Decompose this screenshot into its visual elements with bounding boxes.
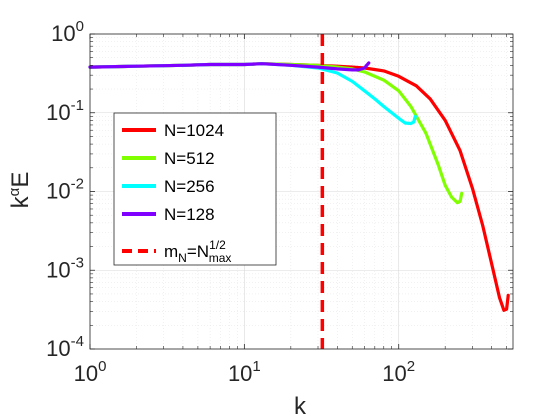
y-tick-label: 10-4 (46, 333, 84, 361)
y-tick-label: 10-3 (46, 254, 84, 282)
y-tick-label: 100 (51, 18, 84, 46)
y-axis-label: kαE (6, 172, 34, 209)
x-tick-label: 102 (382, 358, 415, 386)
legend-label: N=512 (164, 149, 215, 168)
y-tick-label: 10-2 (46, 176, 84, 204)
series-line (88, 61, 371, 72)
x-tick-label: 100 (74, 358, 107, 386)
legend: N=1024 N=512 N=256 N=128 mN=N1/2 max (113, 112, 277, 266)
legend-box (113, 112, 277, 266)
y-tick-labels: 100 10-1 10-2 10-3 10-4 (46, 18, 84, 361)
legend-vline-label: mN=N1/2 max (164, 238, 231, 265)
y-tick-label: 10-1 (46, 97, 84, 125)
legend-label: N=128 (164, 205, 215, 224)
legend-items: N=1024 N=512 N=256 N=128 (122, 121, 224, 224)
x-tick-labels: 100 101 102 (74, 358, 416, 386)
legend-label: N=256 (164, 177, 215, 196)
x-tick-label: 101 (228, 358, 261, 386)
series-layer (88, 61, 510, 312)
ticks-layer (89, 33, 513, 350)
x-axis-label: k (294, 393, 307, 420)
legend-label: N=1024 (164, 121, 224, 140)
